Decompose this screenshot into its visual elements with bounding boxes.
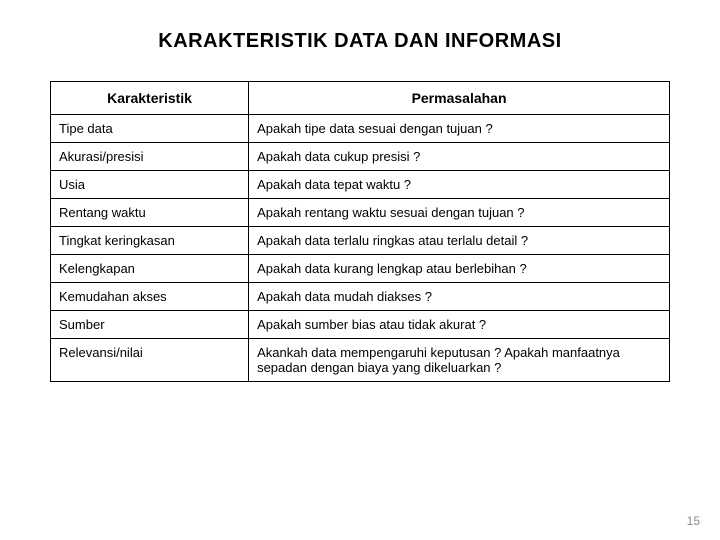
- table-row: Kelengkapan Apakah data kurang lengkap a…: [51, 255, 670, 283]
- table-row: Tingkat keringkasan Apakah data terlalu …: [51, 227, 670, 255]
- cell-permasalahan: Apakah sumber bias atau tidak akurat ?: [249, 311, 670, 339]
- cell-karakteristik: Kemudahan akses: [51, 283, 249, 311]
- cell-karakteristik: Sumber: [51, 311, 249, 339]
- cell-karakteristik: Akurasi/presisi: [51, 143, 249, 171]
- cell-permasalahan: Apakah data terlalu ringkas atau terlalu…: [249, 227, 670, 255]
- cell-karakteristik: Rentang waktu: [51, 199, 249, 227]
- slide-title: KARAKTERISTIK DATA DAN INFORMASI: [50, 30, 670, 53]
- cell-karakteristik: Kelengkapan: [51, 255, 249, 283]
- cell-permasalahan: Apakah tipe data sesuai dengan tujuan ?: [249, 115, 670, 143]
- cell-permasalahan: Akankah data mempengaruhi keputusan ? Ap…: [249, 339, 670, 382]
- characteristics-table: Karakteristik Permasalahan Tipe data Apa…: [50, 81, 670, 382]
- table-row: Akurasi/presisi Apakah data cukup presis…: [51, 143, 670, 171]
- cell-karakteristik: Usia: [51, 171, 249, 199]
- table-row: Sumber Apakah sumber bias atau tidak aku…: [51, 311, 670, 339]
- table-header-row: Karakteristik Permasalahan: [51, 82, 670, 115]
- cell-karakteristik: Tipe data: [51, 115, 249, 143]
- col-header-karakteristik: Karakteristik: [51, 82, 249, 115]
- table-row: Kemudahan akses Apakah data mudah diakse…: [51, 283, 670, 311]
- col-header-permasalahan: Permasalahan: [249, 82, 670, 115]
- table-row: Usia Apakah data tepat waktu ?: [51, 171, 670, 199]
- table-row: Rentang waktu Apakah rentang waktu sesua…: [51, 199, 670, 227]
- table-row: Tipe data Apakah tipe data sesuai dengan…: [51, 115, 670, 143]
- cell-karakteristik: Tingkat keringkasan: [51, 227, 249, 255]
- table-row: Relevansi/nilai Akankah data mempengaruh…: [51, 339, 670, 382]
- cell-permasalahan: Apakah data mudah diakses ?: [249, 283, 670, 311]
- cell-permasalahan: Apakah rentang waktu sesuai dengan tujua…: [249, 199, 670, 227]
- cell-permasalahan: Apakah data tepat waktu ?: [249, 171, 670, 199]
- cell-permasalahan: Apakah data kurang lengkap atau berlebih…: [249, 255, 670, 283]
- cell-karakteristik: Relevansi/nilai: [51, 339, 249, 382]
- cell-permasalahan: Apakah data cukup presisi ?: [249, 143, 670, 171]
- page-number: 15: [687, 514, 700, 528]
